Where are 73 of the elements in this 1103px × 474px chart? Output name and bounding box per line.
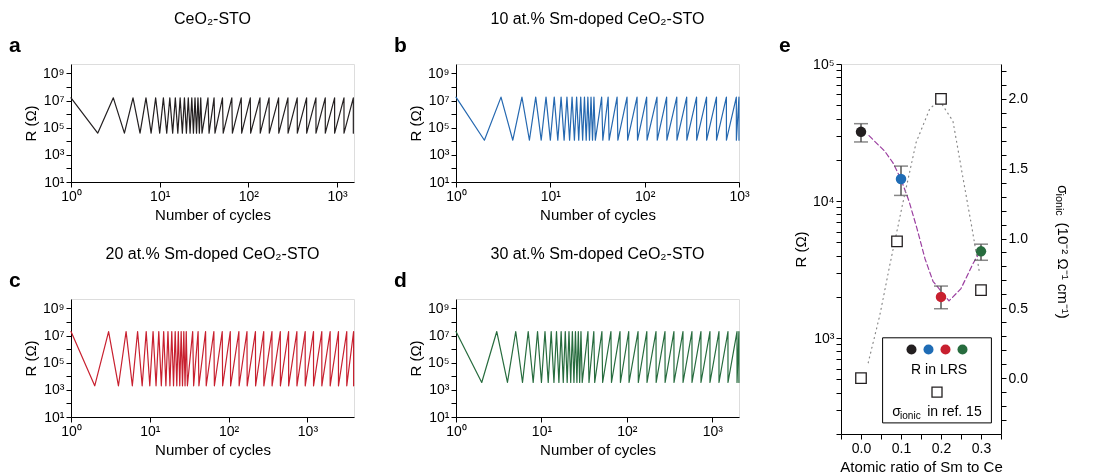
legend-label: R in LRS bbox=[911, 360, 968, 377]
y2-tick-label: 0.5 bbox=[1008, 299, 1029, 316]
y-tick-label: 10⁵ bbox=[813, 55, 835, 72]
x-tick-label: 10⁰ bbox=[61, 422, 82, 439]
x-axis-title: Number of cycles bbox=[540, 440, 656, 458]
point bbox=[935, 291, 947, 303]
x-axis-title: Number of cycles bbox=[155, 205, 271, 223]
y2-tick-label: 1.0 bbox=[1008, 230, 1029, 247]
y-tick-label: 10⁹ bbox=[427, 64, 450, 81]
y-axis-title: R (Ω) bbox=[406, 105, 424, 142]
x-axis-title: Number of cycles bbox=[155, 440, 271, 458]
y-tick-label: 10⁹ bbox=[42, 299, 65, 316]
y2-tick-label: 2.0 bbox=[1008, 90, 1029, 107]
x-tick-label: 10⁰ bbox=[61, 187, 82, 204]
y-tick-label: 10⁵ bbox=[428, 119, 450, 136]
y-tick-label: 10⁹ bbox=[42, 64, 65, 81]
x-tick-label: 0.3 bbox=[971, 439, 992, 456]
x-tick-label: 10² bbox=[617, 422, 638, 439]
x-tick-label: 10³ bbox=[297, 422, 319, 439]
y-axis-title: R (Ω) bbox=[406, 340, 424, 377]
x-tick-label: 10⁰ bbox=[446, 422, 467, 439]
text: d bbox=[394, 268, 407, 291]
y-tick-label: 10³ bbox=[814, 329, 835, 346]
chart-title: 10 at.% Sm-doped CeO₂-STO bbox=[490, 10, 705, 27]
y-tick-label: 10⁷ bbox=[428, 92, 450, 109]
y-tick-label: 10⁵ bbox=[43, 354, 65, 371]
y2-tick-label: 1.5 bbox=[1008, 160, 1029, 177]
x-tick-label: 0.1 bbox=[891, 439, 912, 456]
point bbox=[895, 173, 907, 185]
chart-title: 20 at.% Sm-doped CeO₂-STO bbox=[105, 245, 320, 262]
x-tick-label: 10¹ bbox=[150, 187, 171, 204]
x-tick-label: 10¹ bbox=[540, 187, 562, 204]
y-tick-label: 10³ bbox=[429, 381, 450, 398]
text: e bbox=[779, 33, 791, 56]
y-axis-title: R (Ω) bbox=[21, 340, 39, 377]
x-tick-label: 10² bbox=[238, 187, 260, 204]
y-tick-label: 10³ bbox=[44, 146, 65, 163]
y-tick-label: 10⁹ bbox=[427, 299, 450, 316]
y-tick-label: 10¹ bbox=[44, 408, 65, 425]
chart-title: 30 at.% Sm-doped CeO₂-STO bbox=[490, 245, 705, 262]
y-tick-label: 10⁷ bbox=[43, 327, 65, 344]
y-tick-label: 10¹ bbox=[44, 173, 65, 190]
point bbox=[855, 126, 867, 138]
x-axis-title: Number of cycles bbox=[540, 205, 656, 223]
x-tick-label: 0.2 bbox=[931, 439, 952, 456]
y-tick-label: 10⁵ bbox=[43, 119, 65, 136]
y-tick-label: 10⁷ bbox=[43, 92, 65, 109]
text: c bbox=[9, 268, 21, 291]
chart-title: CeO₂-STO bbox=[173, 10, 252, 27]
text: a bbox=[9, 33, 21, 56]
y2-tick-label: 0.0 bbox=[1008, 369, 1029, 386]
y-tick-label: 10¹ bbox=[429, 408, 450, 425]
y-tick-label: 10¹ bbox=[429, 173, 450, 190]
y-axis-title: R (Ω) bbox=[791, 231, 809, 268]
x-tick-label: 10¹ bbox=[140, 422, 161, 439]
text: b bbox=[394, 33, 407, 56]
x-tick-label: 10⁰ bbox=[446, 187, 467, 204]
y-axis-title: R (Ω) bbox=[21, 105, 39, 142]
y-tick-label: 10³ bbox=[429, 146, 450, 163]
x-tick-label: 0.0 bbox=[851, 439, 872, 456]
x-tick-label: 10² bbox=[635, 187, 656, 204]
y-tick-label: 10⁵ bbox=[428, 354, 450, 371]
point bbox=[975, 246, 987, 257]
x-tick-label: 10¹ bbox=[531, 422, 553, 439]
y2-axis-title: σionic (10⁻² Ω⁻¹ cm⁻¹) bbox=[1053, 185, 1072, 319]
y-tick-label: 10³ bbox=[44, 381, 65, 398]
x-tick-label: 10³ bbox=[729, 187, 750, 204]
x-tick-label: 10³ bbox=[327, 187, 349, 204]
y-tick-label: 10⁷ bbox=[428, 327, 450, 344]
y-tick-label: 10⁴ bbox=[812, 192, 835, 209]
x-tick-label: 10² bbox=[219, 422, 240, 439]
x-axis-title: Atomic ratio of Sm to Ce bbox=[840, 457, 1003, 474]
x-tick-label: 10³ bbox=[702, 422, 724, 439]
